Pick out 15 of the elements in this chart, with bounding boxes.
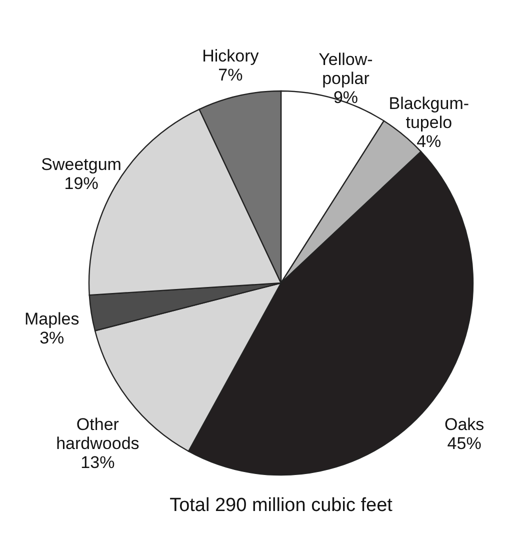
slice-label: Maples <box>24 309 80 328</box>
text: Total 290 million cubic feet <box>170 495 394 516</box>
data-label: 13% <box>80 453 115 472</box>
data-label: 19% <box>64 174 98 193</box>
slice-label: Sweetgum <box>41 154 122 174</box>
slice-label: Yellow-poplar <box>318 50 373 88</box>
slice-label: Blackgum-tupelo <box>388 94 470 132</box>
slice-label: Other hardwoods <box>56 415 140 454</box>
data-label: 9% <box>333 88 358 108</box>
slice-label: Hickory <box>202 46 260 66</box>
data-label: 45% <box>447 434 482 454</box>
data-label: 7% <box>218 66 243 85</box>
data-label: 4% <box>416 132 442 152</box>
data-label: 3% <box>40 328 64 348</box>
slice-label: Oaks <box>444 415 484 434</box>
